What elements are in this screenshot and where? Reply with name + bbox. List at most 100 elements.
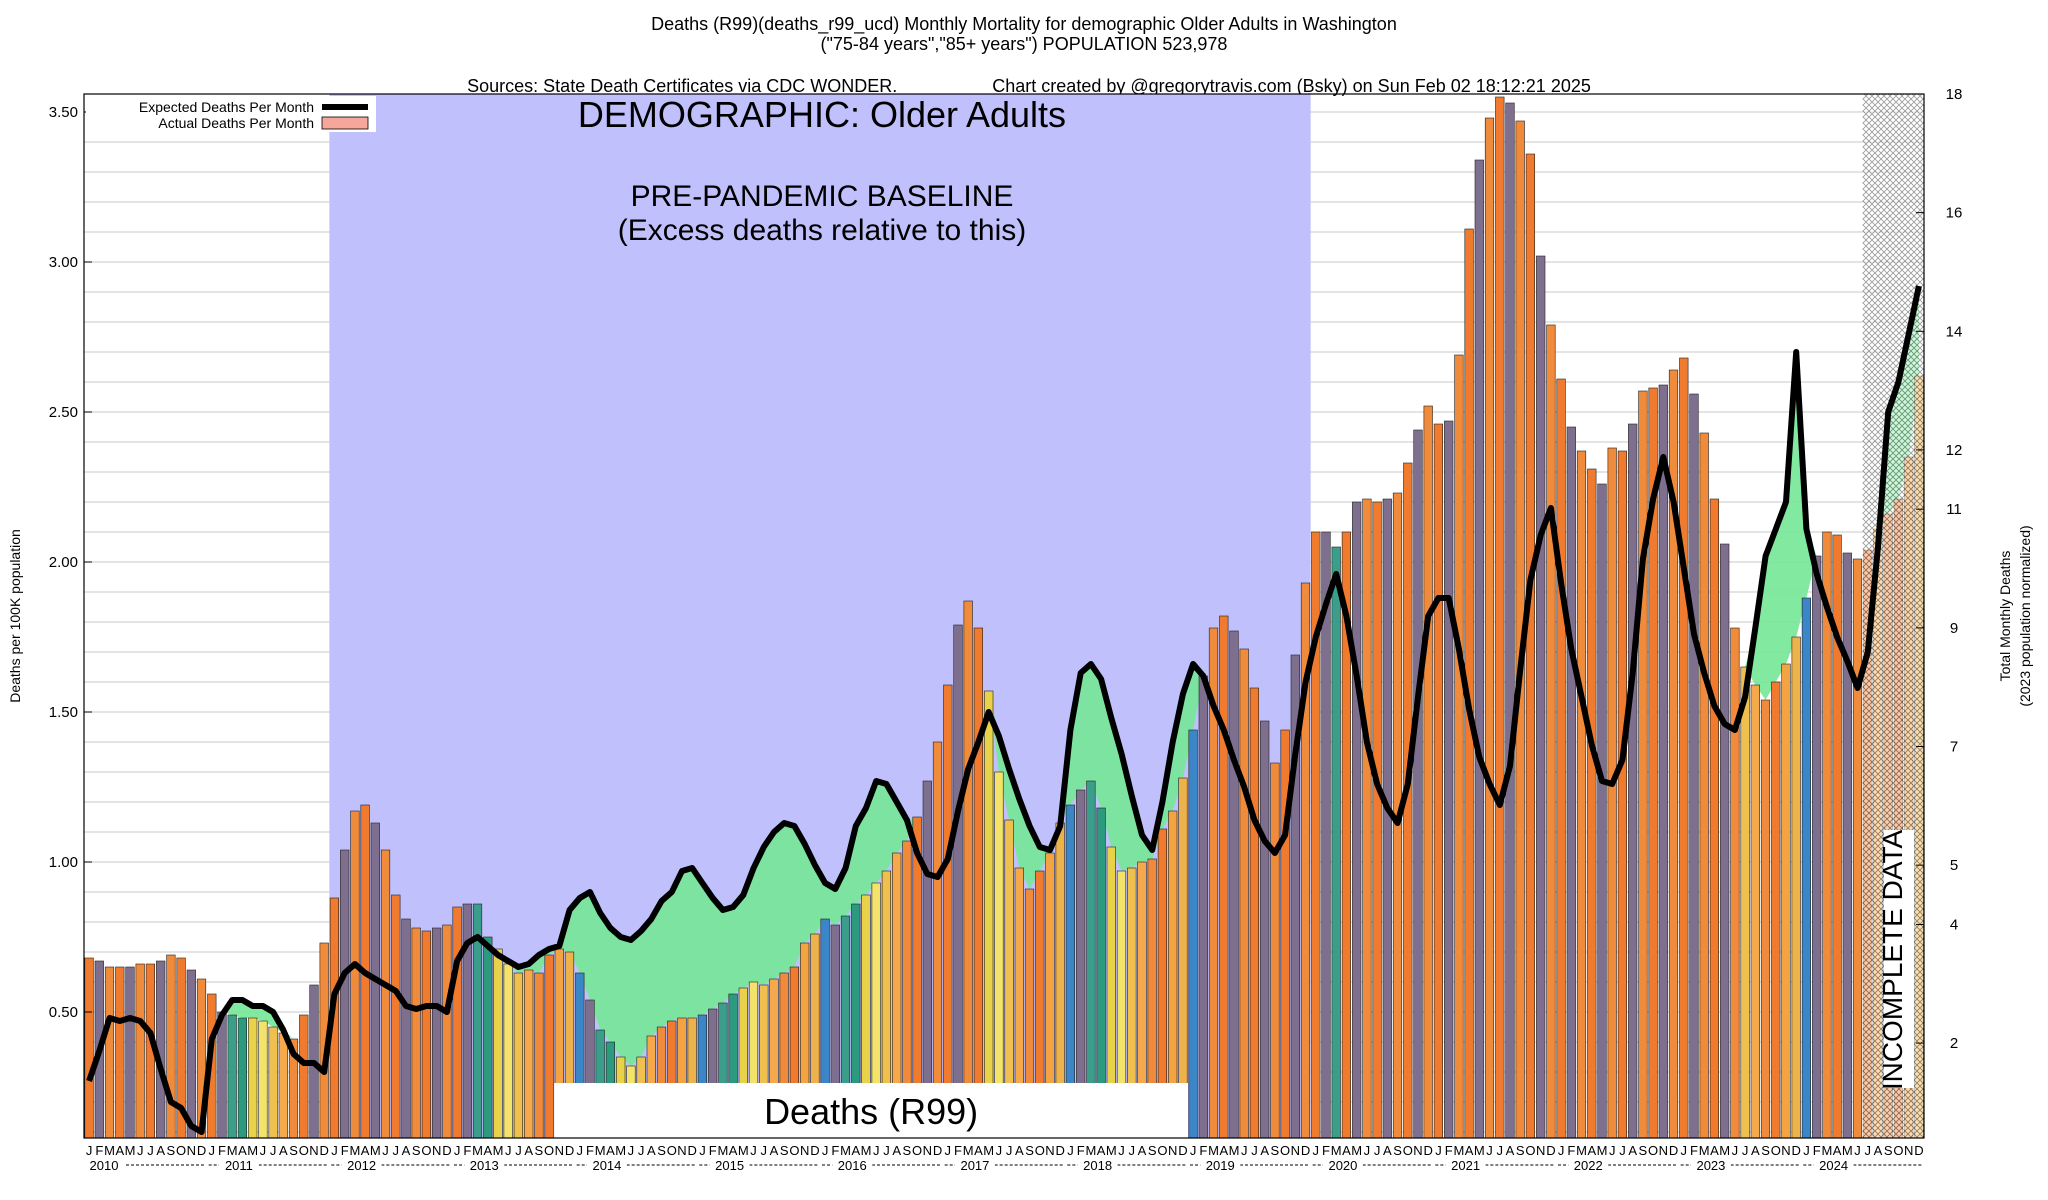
bar [1331, 546, 1341, 1138]
bar [564, 951, 575, 1138]
year-label-bg [218, 1157, 259, 1173]
bar [1116, 870, 1127, 1138]
month-tick-label: S [1884, 1143, 1893, 1158]
bar [759, 984, 769, 1138]
bar [1648, 387, 1658, 1138]
bar [1341, 531, 1351, 1138]
bar [1525, 153, 1535, 1138]
expected-line-layer [86, 285, 1922, 1135]
bar [1484, 117, 1495, 1138]
bar [1127, 867, 1137, 1138]
bar [943, 684, 953, 1138]
month-tick-label: A [361, 1143, 370, 1158]
bar [840, 915, 851, 1138]
month-tick-label: F [1445, 1143, 1453, 1158]
month-tick-label: F [1567, 1143, 1575, 1158]
bar [892, 852, 902, 1138]
bottom-label-bg [554, 1083, 1188, 1138]
month-tick-label: A [1383, 1143, 1392, 1158]
bar [1035, 870, 1045, 1138]
bar [380, 849, 391, 1138]
bar [912, 816, 922, 1138]
month-tick-label: D [933, 1143, 942, 1158]
month-tick-label: O [1035, 1143, 1045, 1158]
year-label-bg [1322, 1157, 1363, 1173]
year-label-bg [1445, 1157, 1486, 1173]
month-tick-label: S [1025, 1143, 1034, 1158]
y2-tick-label: 14 [1946, 323, 1963, 340]
y2-tick-label: 5 [1950, 857, 1958, 874]
month-tick-label: O [299, 1143, 309, 1158]
month-tick-label: J [515, 1143, 522, 1158]
month-tick-label: M [125, 1143, 136, 1158]
bar [544, 954, 554, 1138]
bar [585, 999, 595, 1138]
bar [248, 1017, 258, 1138]
bar [984, 690, 994, 1138]
bar [1137, 861, 1147, 1138]
bar [1065, 804, 1075, 1138]
month-tick-label: F [1077, 1143, 1085, 1158]
bar [1689, 393, 1699, 1138]
bar [667, 1020, 677, 1138]
month-tick-label: O [1157, 1143, 1167, 1158]
month-tick-label: M [1719, 1143, 1730, 1158]
year-label-bg [709, 1157, 750, 1173]
y2-tick-label: 9 [1950, 620, 1958, 637]
month-tick-label: J [1497, 1143, 1504, 1158]
bar [1679, 357, 1689, 1138]
month-tick-label: A [279, 1143, 288, 1158]
month-tick-label: A [1465, 1143, 1474, 1158]
year-tick-label: 2011 [225, 1158, 253, 1173]
bar [1311, 531, 1321, 1138]
bar [1321, 531, 1331, 1138]
year-label-bg [84, 1157, 124, 1173]
month-tick-label: O [667, 1143, 677, 1158]
legend-label-expected: Expected Deaths Per Month [139, 99, 314, 115]
month-tick-label: F [1199, 1143, 1207, 1158]
bar [800, 942, 810, 1138]
month-tick-label: M [1453, 1143, 1464, 1158]
month-tick-label: D [320, 1143, 329, 1158]
bar [994, 771, 1004, 1138]
month-tick-label: A [524, 1143, 533, 1158]
bar [1546, 324, 1556, 1138]
year-tick-label: 2014 [592, 1158, 621, 1173]
month-tick-label: J [1803, 1143, 1810, 1158]
bar [820, 918, 830, 1138]
month-tick-label: S [1271, 1143, 1280, 1158]
month-tick-label: D [810, 1143, 819, 1158]
month-tick-label: M [595, 1143, 606, 1158]
bar [871, 882, 881, 1138]
month-tick-label: A [1260, 1143, 1269, 1158]
y2-axis-label: Total Monthly Deaths [1997, 551, 2013, 682]
bar [1822, 531, 1832, 1138]
bar [656, 1026, 667, 1138]
month-tick-label: J [209, 1143, 216, 1158]
month-tick-label: A [770, 1143, 779, 1158]
month-tick-label: O [544, 1143, 554, 1158]
y2-tick-label: 4 [1950, 916, 1958, 933]
month-tick-label: J [945, 1143, 952, 1158]
month-tick-label: F [1813, 1143, 1821, 1158]
month-tick-label: D [1914, 1143, 1923, 1158]
month-tick-label: J [883, 1143, 890, 1158]
month-tick-label: S [167, 1143, 176, 1158]
month-tick-label: A [729, 1143, 738, 1158]
month-tick-label: J [270, 1143, 277, 1158]
month-tick-label: S [780, 1143, 789, 1158]
bar [1495, 96, 1505, 1138]
month-tick-label: M [370, 1143, 381, 1158]
month-tick-label: A [851, 1143, 860, 1158]
month-tick-label: F [95, 1143, 103, 1158]
bar [953, 624, 963, 1138]
month-tick-label: M [1351, 1143, 1362, 1158]
year-label-bg [1690, 1157, 1731, 1173]
year-tick-label: 2024 [1819, 1158, 1848, 1173]
bar [513, 972, 523, 1138]
chart-source-text: Sources: State Death Certificates via CD… [467, 76, 898, 96]
year-label-bg [1077, 1157, 1118, 1173]
month-tick-label: A [1138, 1143, 1147, 1158]
year-tick-label: 2020 [1328, 1158, 1357, 1173]
